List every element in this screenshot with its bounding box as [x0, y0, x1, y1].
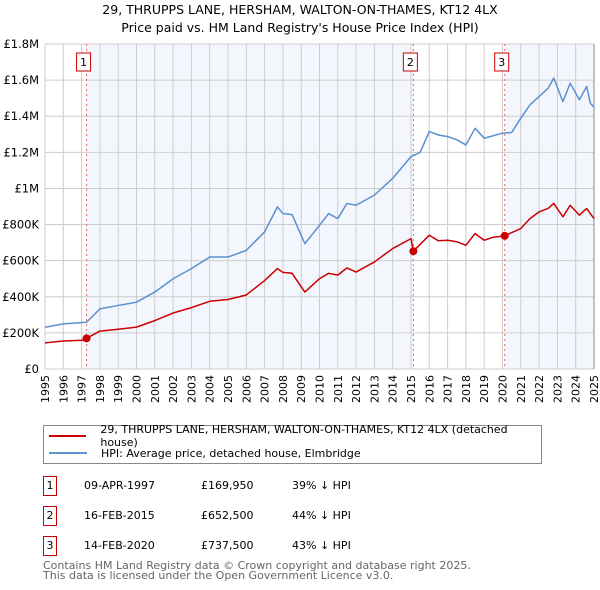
sale-label-box: 2 [402, 52, 418, 72]
x-tick-label: 2025 [588, 375, 600, 403]
y-tick-label: £1.8M [3, 37, 39, 51]
transaction-date: 16-FEB-2015 [84, 509, 155, 522]
x-tick-label: 2001 [149, 375, 162, 403]
transaction-row: 3 14-FEB-2020 £737,500 43% ↓ HPI [43, 536, 543, 556]
legend-item-property: 29, THRUPPS LANE, HERSHAM, WALTON-ON-THA… [44, 423, 541, 449]
legend-swatch-blue [49, 452, 87, 454]
transaction-date: 09-APR-1997 [84, 479, 156, 492]
x-tick-label: 2006 [240, 375, 253, 403]
shaded-period [86, 44, 414, 369]
y-tick-label: £600K [2, 254, 39, 268]
transaction-marker: 1 [43, 476, 57, 496]
footer-line: This data is licensed under the Open Gov… [43, 569, 394, 582]
footer-line: Contains HM Land Registry data © Crown c… [43, 559, 471, 572]
x-tick-label: 2017 [442, 375, 455, 403]
sale-label: 2 [407, 56, 414, 69]
transaction-marker: 3 [43, 536, 57, 556]
x-tick-label: 2018 [460, 375, 473, 403]
hpi-line [44, 77, 595, 329]
x-tick-label: 2009 [295, 375, 308, 403]
x-tick-label: 2008 [277, 375, 290, 403]
y-tick-label: £400K [2, 290, 39, 304]
x-tick-label: 1998 [94, 375, 107, 403]
sale-label-box: 3 [494, 52, 510, 72]
legend-item-hpi: HPI: Average price, detached house, Elmb… [44, 445, 361, 461]
sale-point [82, 334, 91, 343]
x-tick-label: 2012 [350, 375, 363, 403]
x-tick-label: 2023 [551, 375, 564, 403]
transaction-price: £737,500 [201, 539, 254, 552]
sale-label-border [402, 52, 418, 72]
x-tick-label: 2013 [368, 375, 381, 403]
x-tick-label: 2003 [185, 375, 198, 403]
y-tick-label: £1.6M [3, 73, 39, 87]
sale-point [409, 247, 418, 256]
sale-label-border [494, 52, 510, 72]
transaction-date: 14-FEB-2020 [84, 539, 155, 552]
x-tick-label: 2005 [222, 375, 235, 403]
footer: Contains HM Land Registry data © Crown c… [43, 559, 471, 582]
transaction-marker: 2 [43, 506, 57, 526]
sale-label-border [76, 52, 92, 72]
x-tick-label: 2015 [405, 375, 418, 403]
price-chart: 1995 1996 1997 1998 1999 2000 2001 2002 2003 2004… [2, 37, 600, 403]
y-tick-label: £800K [2, 218, 39, 232]
transaction-hpi-diff: 43% ↓ HPI [292, 539, 351, 552]
y-tick-label: £1.4M [3, 109, 39, 123]
transaction-price: £652,500 [201, 509, 254, 522]
chart-subtitle: Price paid vs. HM Land Registry's House … [121, 20, 479, 35]
y-tick-label: £1.2M [3, 145, 39, 159]
sale-label: 3 [498, 56, 505, 69]
y-tick-label: £200K [2, 326, 39, 340]
property-price-line [44, 202, 595, 344]
transaction-hpi-diff: 39% ↓ HPI [292, 479, 351, 492]
sale-label-box: 1 [76, 52, 92, 72]
transaction-price: £169,950 [201, 479, 254, 492]
y-tick-label: £1M [14, 181, 39, 195]
legend-label: 29, THRUPPS LANE, HERSHAM, WALTON-ON-THA… [100, 423, 508, 449]
sale-label: 1 [80, 56, 87, 69]
x-tick-label: 2010 [314, 375, 327, 403]
sale-point [500, 231, 509, 240]
legend: 29, THRUPPS LANE, HERSHAM, WALTON-ON-THA… [43, 423, 542, 464]
transaction-row: 2 16-FEB-2015 £652,500 44% ↓ HPI [43, 506, 543, 526]
x-tick-label: 1999 [112, 375, 125, 403]
chart-title: 29, THRUPPS LANE, HERSHAM, WALTON-ON-THA… [102, 2, 498, 17]
x-tick-label: 2019 [478, 375, 491, 403]
transaction-row: 1 09-APR-1997 £169,950 39% ↓ HPI [43, 476, 543, 496]
x-tick-label: 1996 [57, 375, 70, 403]
x-tick-label: 2004 [204, 375, 217, 403]
x-tick-label: 2014 [387, 375, 400, 403]
x-tick-label: 2011 [332, 375, 345, 403]
x-tick-label: 2021 [515, 375, 528, 403]
x-tick-label: 1995 [39, 375, 52, 403]
x-tick-label: 2007 [259, 375, 272, 403]
x-tick-label: 2022 [533, 375, 546, 403]
x-tick-label: 2020 [497, 375, 510, 403]
x-tick-label: 2024 [570, 375, 583, 403]
x-tick-label: 2016 [423, 375, 436, 403]
legend-swatch-red [49, 435, 87, 437]
transaction-hpi-diff: 44% ↓ HPI [292, 509, 351, 522]
x-tick-label: 2000 [131, 375, 144, 403]
y-tick-label: £0 [24, 362, 39, 376]
x-tick-label: 1997 [76, 375, 89, 403]
x-tick-label: 2002 [167, 375, 180, 403]
legend-label: HPI: Average price, detached house, Elmb… [101, 446, 361, 460]
